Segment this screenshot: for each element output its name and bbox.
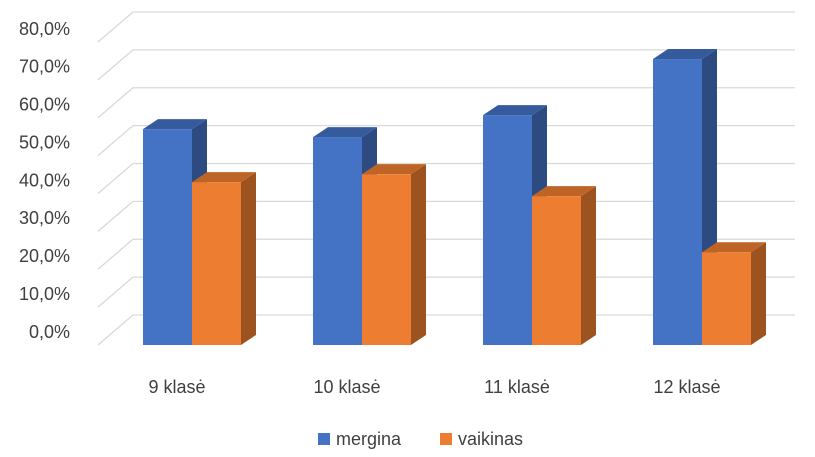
y-tick-label: 10,0% [19,284,70,304]
bar-front [653,59,702,345]
bar-front [532,196,581,345]
bar-mergina-4 [653,49,717,345]
x-category-label: 10 klasė [313,377,380,397]
bar-top [362,164,426,175]
bar-front [143,129,192,345]
legend-swatch [440,433,452,445]
bar-side [581,186,596,345]
y-tick-label: 80,0% [19,19,70,39]
legend-label: vaikinas [458,429,523,449]
bar-front [313,137,362,345]
x-category-label: 9 klasė [148,377,205,397]
legend: mergina vaikinas [318,429,523,449]
bar-side [411,164,426,345]
bar-top [483,105,547,116]
bar-vaikinas-2 [362,164,426,345]
bar-vaikinas-1 [192,172,256,345]
legend-swatch [318,433,330,445]
y-tick-label: 60,0% [19,95,70,115]
gridline [97,11,795,43]
y-tick-label: 20,0% [19,246,70,266]
bar-top [532,186,596,197]
legend-label: mergina [336,429,402,449]
bar-front [192,182,241,345]
x-category-label: 12 klasė [653,377,720,397]
gridline [97,162,795,194]
gridline [97,87,795,119]
y-axis-ticks: 0,0% 10,0% 20,0% 30,0% 40,0% 50,0% 60,0% 70,0% 8… [19,19,70,342]
bar-front [702,252,751,345]
bar-side [241,172,256,345]
y-tick-label: 70,0% [19,57,70,77]
bar-vaikinas-4 [702,242,766,345]
gridline [97,49,795,81]
gridlines [97,11,795,346]
bar-front [483,115,532,345]
bar-side [751,242,766,345]
bars [143,49,766,345]
y-tick-label: 30,0% [19,208,70,228]
y-tick-label: 0,0% [29,322,70,342]
y-tick-label: 40,0% [19,170,70,190]
x-axis-categories: 9 klasė 10 klasė 11 klasė 12 klasė [148,377,720,397]
bar-top [313,127,377,138]
x-category-label: 11 klasė [484,377,550,397]
bar-top [143,119,207,130]
bar-front [362,174,411,345]
bar-top [192,172,256,183]
y-tick-label: 50,0% [19,132,70,152]
bar-top [653,49,717,60]
gridline [97,124,795,157]
bar-top [702,242,766,253]
bar-vaikinas-3 [532,186,596,345]
